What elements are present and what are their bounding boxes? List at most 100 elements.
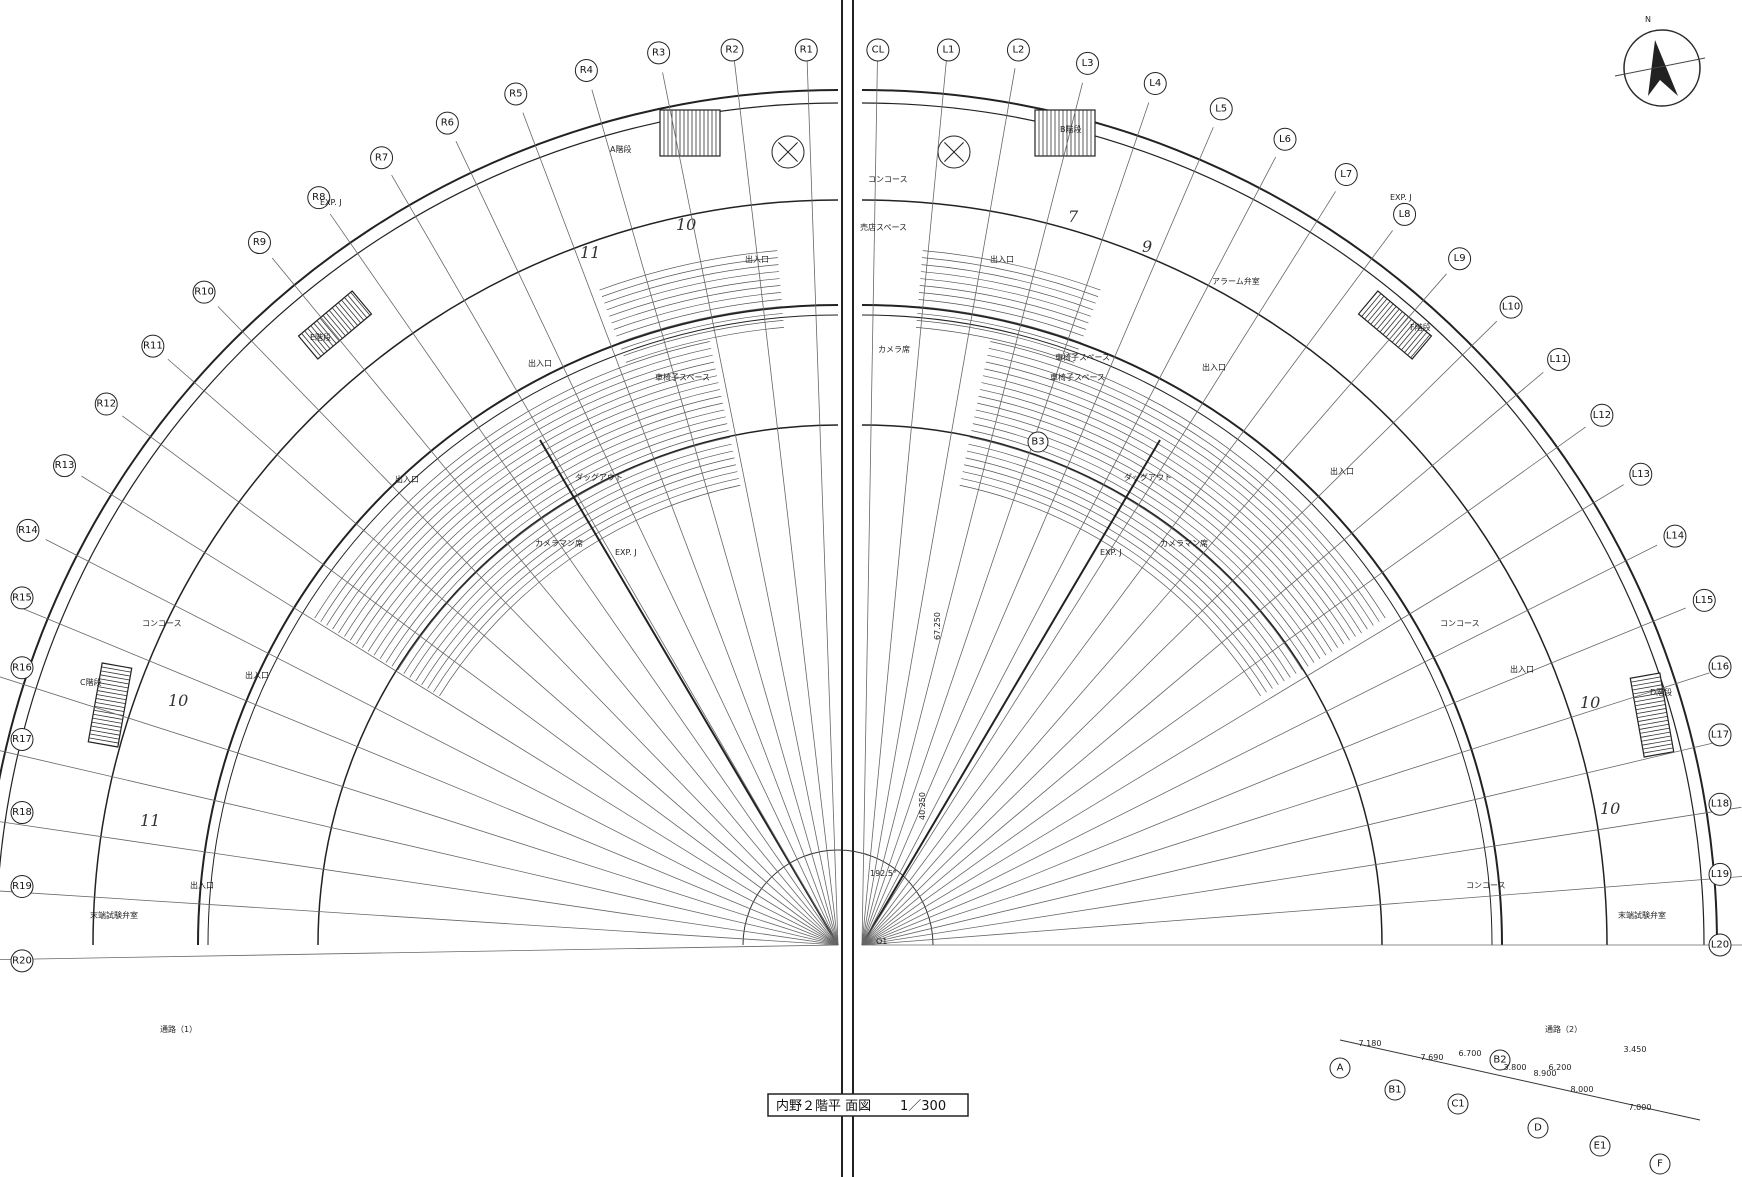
- room-label: D階段: [1650, 687, 1672, 697]
- seat-row: [919, 285, 1089, 324]
- grid-tag-l14: L14: [1663, 524, 1687, 548]
- svg-text:L16: L16: [1711, 661, 1729, 672]
- seat-row: [623, 320, 784, 357]
- seat-row: [625, 327, 784, 363]
- handwritten-number: 10: [1600, 799, 1620, 818]
- grid-tag-r13: R13: [53, 454, 77, 478]
- radial-line: [0, 890, 839, 946]
- grid-tag-r5: R5: [504, 82, 528, 106]
- seat-row: [373, 409, 725, 656]
- seat-row: [439, 484, 741, 697]
- seat-row: [344, 375, 718, 637]
- radial-line: [217, 306, 839, 946]
- left-wall-arc: [861, 314, 1493, 946]
- room-label: コンコース: [142, 619, 182, 628]
- seat-row: [314, 341, 710, 619]
- seat-row: [621, 313, 783, 350]
- grid-tag-l19: L19: [1708, 862, 1732, 886]
- room-label: 出入口: [528, 358, 552, 368]
- radial-line: [861, 484, 1624, 946]
- room-label: A階段: [610, 144, 631, 154]
- svg-text:CL: CL: [872, 45, 885, 56]
- svg-text:L5: L5: [1215, 103, 1227, 114]
- room-label: 出入口: [395, 474, 419, 484]
- drawing-scale: 1／300: [900, 1099, 946, 1114]
- radial-line: [861, 102, 1150, 946]
- grid-tag-l3: L3: [1076, 51, 1100, 75]
- svg-text:L9: L9: [1454, 253, 1466, 264]
- radial-line: [861, 55, 878, 946]
- seat-row: [611, 285, 781, 324]
- ring-tag-b1: B1: [1384, 1079, 1406, 1101]
- seat-row: [338, 368, 716, 634]
- left-wall-arc: [861, 102, 1705, 946]
- seat-row: [604, 264, 779, 304]
- svg-text:R19: R19: [12, 881, 32, 892]
- seat-row: [922, 250, 1101, 291]
- left-foul-line: [861, 439, 1161, 946]
- grid-tag-r15: R15: [10, 586, 34, 610]
- room-label: EXP. J: [1100, 548, 1122, 557]
- dimension-label: 7.690: [1421, 1053, 1444, 1062]
- radial-line: [0, 750, 839, 946]
- svg-text:R18: R18: [12, 807, 32, 818]
- svg-text:L15: L15: [1695, 595, 1713, 606]
- seat-row: [601, 257, 778, 297]
- svg-text:R8: R8: [312, 192, 325, 203]
- svg-text:E1: E1: [1594, 1141, 1607, 1152]
- radial-line: [861, 876, 1742, 946]
- svg-text:R20: R20: [12, 955, 32, 966]
- room-label: カメラ席: [878, 344, 910, 354]
- seat-row: [919, 292, 1087, 330]
- radial-line: [861, 82, 1083, 946]
- room-label: コンコース: [1466, 881, 1506, 890]
- room-label: 通路（2）: [1545, 1024, 1582, 1034]
- seat-row: [969, 436, 1303, 671]
- handwritten-number: 11: [580, 243, 600, 262]
- dimension-label: 7.180: [1359, 1039, 1382, 1048]
- room-label: ダッグアウト: [575, 472, 623, 482]
- seat-row: [959, 484, 1261, 697]
- right-wall-arc: [92, 199, 839, 946]
- svg-text:L13: L13: [1632, 469, 1650, 480]
- grid-tag-l9: L9: [1448, 247, 1472, 271]
- radial-line: [861, 739, 1729, 946]
- stair-block: [1629, 672, 1675, 758]
- svg-text:F: F: [1657, 1159, 1663, 1170]
- seat-row: [367, 402, 723, 652]
- seat-row: [379, 416, 726, 660]
- radial-line: [861, 372, 1544, 946]
- radial-line: [271, 257, 839, 946]
- dimension-line: [1339, 1039, 1701, 1121]
- right-half-plan: [0, 89, 934, 946]
- radial-grid-lines: [0, 55, 1742, 961]
- dim-vertical-1: 67.250: [933, 612, 942, 640]
- radial-line: [861, 672, 1710, 946]
- seat-row: [385, 423, 728, 663]
- radial-line: [861, 68, 1016, 946]
- room-label: コンコース: [1440, 619, 1480, 628]
- svg-text:R10: R10: [194, 287, 214, 298]
- origin-arc: [742, 849, 934, 946]
- grid-tag-r16: R16: [10, 656, 34, 680]
- radial-line: [591, 89, 839, 946]
- radial-line: [861, 127, 1214, 946]
- grid-tag-cl: CL: [866, 38, 890, 62]
- radial-line: [391, 174, 839, 946]
- room-label: B階段: [1060, 124, 1082, 134]
- elevator-icon: [937, 135, 971, 169]
- seat-row: [599, 250, 778, 291]
- seat-row: [918, 299, 1084, 337]
- seat-row: [332, 361, 715, 630]
- seat-row: [403, 443, 732, 674]
- seat-row: [977, 402, 1333, 652]
- room-label: 車椅子スペース: [1050, 372, 1105, 382]
- svg-text:R16: R16: [12, 662, 32, 673]
- right-wall-arc: [317, 424, 839, 946]
- seat-row: [409, 450, 734, 678]
- seat-row: [984, 368, 1362, 634]
- radial-line: [0, 944, 839, 961]
- svg-text:L17: L17: [1711, 729, 1729, 740]
- grid-tag-r1: R1: [794, 38, 818, 62]
- room-label: 売店スペース: [860, 222, 907, 232]
